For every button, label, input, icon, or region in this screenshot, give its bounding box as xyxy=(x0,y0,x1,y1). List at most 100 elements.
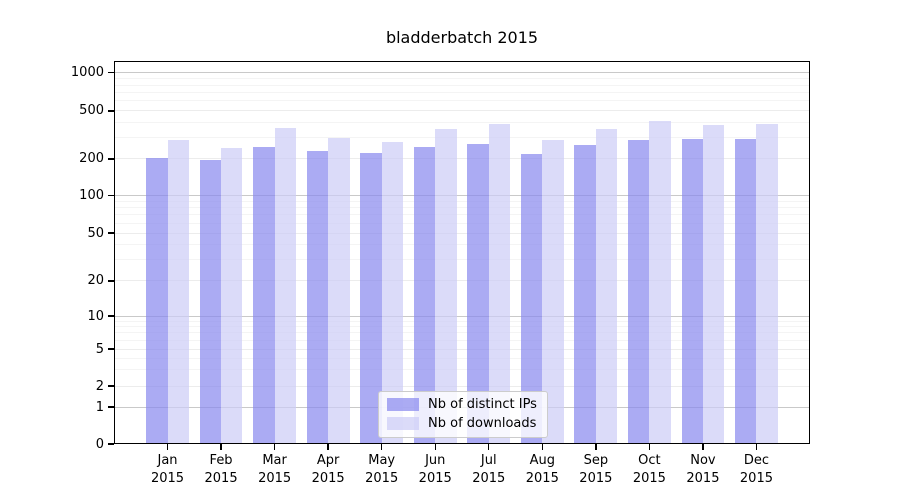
minor-gridline xyxy=(114,280,810,282)
x-axis-tick-label: Sep 2015 xyxy=(579,453,613,486)
bar-distinct-ips xyxy=(735,139,757,444)
y-axis-tick-label: 2 xyxy=(95,378,104,394)
chart-title: bladderbatch 2015 xyxy=(385,28,539,47)
x-axis-tick-label: Dec 2015 xyxy=(739,453,773,486)
x-axis-tick xyxy=(327,444,329,450)
bar-distinct-ips xyxy=(146,157,168,444)
x-axis-tick xyxy=(755,444,758,450)
legend-entry-downloads: Nb of downloads xyxy=(387,416,537,431)
bar-downloads xyxy=(167,139,189,444)
plot-area: 0 1 2 5 10 20 50 100 200 500 1000 Jan 2015 Feb 2015 M… xyxy=(71,61,810,486)
minor-gridline xyxy=(114,369,810,371)
y-axis-tick-label: 20 xyxy=(87,273,104,289)
bar-distinct-ips xyxy=(413,146,436,444)
y-axis-tick xyxy=(108,406,114,408)
bar-downloads xyxy=(328,138,350,444)
y-axis-tick xyxy=(108,194,114,197)
y-axis-tick xyxy=(108,348,114,350)
x-axis-tick-label: Apr 2015 xyxy=(311,453,345,486)
y-axis-tick-label: 1000 xyxy=(70,65,104,81)
y-axis-tick-label: 5 xyxy=(95,341,104,357)
minor-gridline xyxy=(114,207,810,208)
bar-downloads xyxy=(702,124,725,444)
y-axis-tick-label: 1 xyxy=(95,399,104,415)
x-axis-tick-label: Aug 2015 xyxy=(525,453,559,486)
x-axis-tick xyxy=(488,444,490,450)
x-axis-tick xyxy=(166,444,169,450)
bar-distinct-ips xyxy=(681,139,703,444)
bar-downloads xyxy=(435,129,457,444)
minor-gridline xyxy=(114,326,810,328)
minor-gridline xyxy=(114,78,810,79)
minor-gridline xyxy=(114,385,810,387)
legend-swatch-downloads xyxy=(387,417,419,430)
minor-gridline xyxy=(114,222,810,224)
y-axis-tick xyxy=(108,385,114,387)
y-axis-tick-label: 0 xyxy=(95,436,104,452)
bar-distinct-ips xyxy=(574,144,596,444)
legend-swatch-distinct-ips xyxy=(387,398,419,411)
x-axis-tick-label: Jan 2015 xyxy=(150,453,185,486)
minor-gridline xyxy=(114,244,810,246)
bar-distinct-ips xyxy=(627,140,650,444)
x-axis-tick-label: Feb 2015 xyxy=(204,453,238,486)
bar-downloads xyxy=(542,139,564,444)
bar-distinct-ips xyxy=(199,159,222,444)
legend: Nb of distinct IPs Nb of downloads xyxy=(378,391,548,438)
y-axis-tick xyxy=(108,71,114,74)
bar-downloads xyxy=(595,129,618,444)
minor-gridline xyxy=(114,91,810,93)
major-gridline xyxy=(114,194,810,196)
bar-downloads xyxy=(488,124,511,444)
minor-gridline xyxy=(114,158,810,160)
minor-gridline xyxy=(114,200,810,202)
legend-entry-distinct-ips: Nb of distinct IPs xyxy=(387,397,537,412)
x-axis-tick xyxy=(220,444,222,450)
minor-gridline xyxy=(114,137,810,139)
major-gridline xyxy=(114,72,810,74)
x-axis-tick xyxy=(273,444,276,450)
bar-downloads xyxy=(381,142,404,444)
minor-gridline xyxy=(114,357,810,359)
x-axis-tick-label: Jun 2015 xyxy=(418,453,452,486)
y-axis-tick xyxy=(108,443,114,445)
x-axis-tick-label: Oct 2015 xyxy=(632,453,666,486)
x-axis-tick xyxy=(380,444,383,450)
bar-distinct-ips xyxy=(467,143,489,444)
bar-downloads xyxy=(756,124,778,444)
minor-gridline xyxy=(114,214,810,216)
legend-label-downloads: Nb of downloads xyxy=(428,416,537,431)
bar-distinct-ips xyxy=(520,154,543,444)
y-axis-tick xyxy=(108,315,114,317)
y-axis-tick-label: 200 xyxy=(79,151,104,167)
bar-distinct-ips xyxy=(253,146,275,444)
x-axis-tick xyxy=(648,444,651,450)
x-axis-tick-label: May 2015 xyxy=(365,453,399,486)
bar-distinct-ips xyxy=(360,153,382,444)
y-axis-tick-label: 50 xyxy=(87,225,104,241)
bar-downloads xyxy=(221,147,243,444)
bar-downloads xyxy=(649,120,671,444)
y-axis-tick xyxy=(108,110,114,112)
x-axis-tick-label: Jul 2015 xyxy=(472,453,506,486)
minor-gridline xyxy=(114,339,810,341)
x-axis-tick xyxy=(595,444,597,450)
minor-gridline xyxy=(114,100,810,102)
minor-gridline xyxy=(114,232,810,234)
y-axis-tick xyxy=(108,280,114,282)
x-axis-tick xyxy=(434,444,436,450)
y-axis-tick-label: 100 xyxy=(79,187,104,203)
bar-distinct-ips xyxy=(306,150,329,444)
minor-gridline xyxy=(114,320,810,322)
minor-gridline xyxy=(114,122,810,124)
legend-label-distinct-ips: Nb of distinct IPs xyxy=(428,397,537,412)
minor-gridline xyxy=(114,110,810,112)
y-axis-tick-label: 500 xyxy=(79,103,104,119)
minor-gridline xyxy=(114,332,810,334)
minor-gridline xyxy=(114,348,810,350)
bar-downloads xyxy=(274,128,297,444)
y-axis-tick xyxy=(108,158,114,160)
minor-gridline xyxy=(114,259,810,261)
y-axis-tick xyxy=(108,232,114,234)
